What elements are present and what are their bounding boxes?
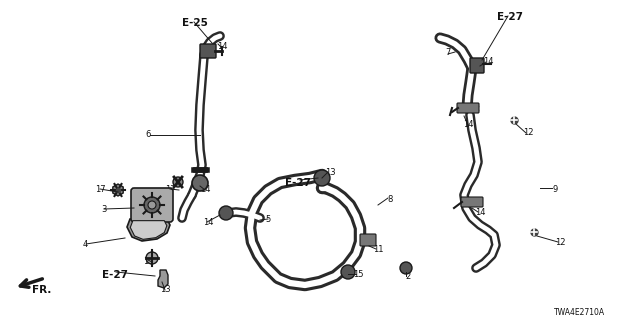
Polygon shape bbox=[158, 270, 168, 288]
Text: E-27: E-27 bbox=[285, 178, 311, 188]
Text: 12: 12 bbox=[555, 238, 565, 247]
Circle shape bbox=[219, 206, 233, 220]
Circle shape bbox=[192, 175, 208, 191]
Text: 15: 15 bbox=[353, 270, 364, 279]
Text: 12: 12 bbox=[523, 128, 533, 137]
Text: 14: 14 bbox=[217, 42, 227, 51]
Text: 9: 9 bbox=[552, 185, 557, 194]
Text: 3: 3 bbox=[101, 205, 107, 214]
Text: 8: 8 bbox=[387, 195, 393, 204]
FancyBboxPatch shape bbox=[457, 103, 479, 113]
Text: 7: 7 bbox=[445, 48, 451, 57]
Polygon shape bbox=[113, 184, 123, 196]
FancyBboxPatch shape bbox=[131, 188, 173, 222]
Text: 17: 17 bbox=[95, 185, 106, 194]
Text: 13: 13 bbox=[160, 285, 170, 294]
Circle shape bbox=[173, 177, 183, 187]
Text: 17: 17 bbox=[164, 185, 175, 194]
Text: 16: 16 bbox=[143, 257, 154, 266]
Text: 14: 14 bbox=[203, 218, 213, 227]
Text: 2: 2 bbox=[405, 272, 411, 281]
Circle shape bbox=[314, 170, 330, 186]
Circle shape bbox=[400, 262, 412, 274]
Text: TWA4E2710A: TWA4E2710A bbox=[554, 308, 605, 317]
Circle shape bbox=[148, 201, 156, 209]
Text: 14: 14 bbox=[200, 185, 211, 194]
FancyBboxPatch shape bbox=[470, 58, 484, 73]
Circle shape bbox=[146, 252, 158, 264]
Text: 5: 5 bbox=[266, 215, 271, 224]
FancyBboxPatch shape bbox=[360, 234, 376, 246]
Text: 14: 14 bbox=[475, 208, 485, 217]
FancyBboxPatch shape bbox=[461, 197, 483, 207]
Polygon shape bbox=[127, 219, 170, 241]
Polygon shape bbox=[131, 221, 167, 239]
Text: 13: 13 bbox=[324, 168, 335, 177]
Circle shape bbox=[341, 265, 355, 279]
Text: E-25: E-25 bbox=[182, 18, 208, 28]
Text: 6: 6 bbox=[145, 130, 150, 139]
FancyBboxPatch shape bbox=[200, 44, 216, 58]
Text: 14: 14 bbox=[463, 120, 473, 129]
Text: FR.: FR. bbox=[32, 285, 52, 295]
Text: E-27: E-27 bbox=[102, 270, 128, 280]
Text: E-27: E-27 bbox=[497, 12, 523, 22]
Text: 14: 14 bbox=[483, 57, 493, 66]
Text: 11: 11 bbox=[372, 245, 383, 254]
Text: 4: 4 bbox=[83, 240, 88, 249]
Circle shape bbox=[144, 197, 160, 213]
